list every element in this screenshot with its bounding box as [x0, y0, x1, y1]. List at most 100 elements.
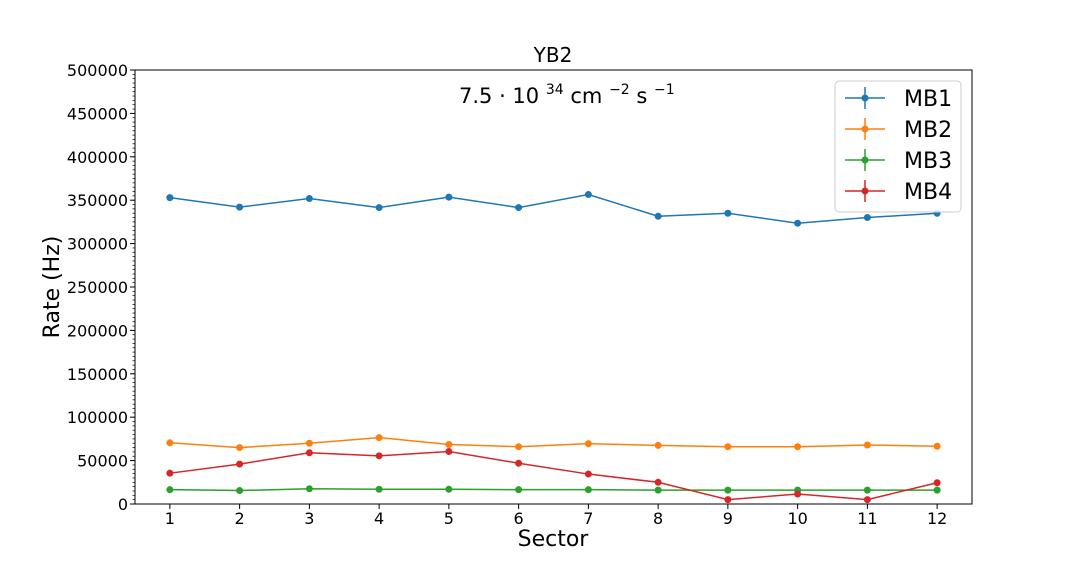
x-tick-label: 4: [374, 509, 384, 528]
x-tick-label: 9: [723, 509, 733, 528]
data-point-mb4: [236, 460, 244, 468]
data-point-mb3: [933, 486, 941, 494]
data-point-mb1: [445, 193, 453, 201]
data-point-mb2: [375, 434, 383, 442]
data-point-mb4: [445, 447, 453, 455]
y-tick-label: 50000: [77, 452, 128, 471]
data-point-mb2: [236, 444, 244, 452]
y-tick-label: 0: [118, 495, 128, 514]
legend-label-mb3: MB3: [904, 149, 952, 174]
series-mb4: [166, 447, 941, 504]
legend-item-mb1: MB1: [845, 87, 952, 112]
data-point-mb1: [863, 214, 871, 222]
x-tick-label: 11: [857, 509, 877, 528]
plot-area-frame: [134, 69, 973, 505]
x-tick-label: 5: [444, 509, 454, 528]
legend-item-mb2: MB2: [845, 118, 952, 143]
data-point-mb1: [724, 209, 732, 217]
series-layer: [166, 191, 941, 504]
annotation-unit-s: s: [636, 84, 647, 108]
legend-marker-mb2: [861, 125, 869, 133]
x-tick-label: 8: [653, 509, 663, 528]
data-point-mb2: [445, 441, 453, 449]
data-point-mb4: [863, 496, 871, 504]
legend-label-mb1: MB1: [904, 87, 952, 112]
y-tick-label: 300000: [67, 235, 128, 254]
data-point-mb1: [794, 219, 802, 227]
data-point-mb4: [654, 478, 662, 486]
annotation-exp3: −1: [654, 82, 675, 98]
legend: MB1 MB2 MB3 MB4: [834, 80, 962, 213]
series-mb1: [166, 191, 941, 227]
legend-marker-mb3: [861, 156, 869, 164]
data-point-mb1: [584, 191, 592, 199]
y-tick-label: 200000: [67, 321, 128, 340]
x-tick-label: 6: [514, 509, 524, 528]
data-point-mb3: [445, 485, 453, 493]
annotation-exp1: 34: [546, 82, 564, 98]
series-line-mb1: [169, 193, 938, 224]
legend-item-mb4: MB4: [845, 180, 952, 205]
y-axis-label: Rate (Hz): [40, 236, 65, 339]
data-point-mb2: [515, 443, 523, 451]
data-point-mb2: [584, 440, 592, 448]
y-tick-label: 450000: [67, 104, 128, 123]
legend-marker-mb1: [861, 94, 869, 102]
series-line-mb3: [169, 488, 938, 492]
series-mb3: [166, 485, 941, 495]
data-point-mb4: [794, 490, 802, 498]
data-point-mb3: [654, 486, 662, 494]
data-point-mb2: [654, 441, 662, 449]
annotation-base: 7.5 · 10: [459, 84, 539, 108]
annotation-unit-cm: cm: [570, 84, 602, 108]
data-point-mb3: [166, 486, 174, 494]
data-point-mb2: [863, 441, 871, 449]
data-point-mb1: [166, 194, 174, 202]
data-point-mb1: [654, 212, 662, 220]
x-axis-label: Sector: [518, 527, 590, 552]
data-point-mb4: [724, 496, 732, 504]
data-point-mb2: [933, 442, 941, 450]
series-mb2: [166, 434, 941, 452]
data-point-mb2: [166, 439, 174, 447]
x-tick-label: 7: [583, 509, 593, 528]
y-tick-label: 350000: [67, 191, 128, 210]
data-point-mb4: [515, 459, 523, 467]
data-point-mb4: [375, 452, 383, 460]
y-tick-label: 100000: [67, 408, 128, 427]
data-point-mb4: [305, 449, 313, 457]
data-point-mb2: [724, 443, 732, 451]
y-axis-ticks: 0 50000 100000 150000 200000 250000 300000 3500…: [67, 61, 135, 514]
series-line-mb4: [169, 450, 938, 501]
x-tick-label: 1: [165, 509, 175, 528]
legend-marker-mb4: [861, 187, 869, 195]
annotation-exp2: −2: [609, 82, 630, 98]
data-point-mb3: [375, 485, 383, 493]
y-tick-label: 400000: [67, 148, 128, 167]
y-tick-label: 500000: [67, 61, 128, 80]
data-point-mb1: [305, 194, 313, 202]
luminosity-annotation: 7.5 · 10 34 cm −2 s −1: [459, 75, 675, 108]
data-point-mb3: [584, 486, 592, 494]
data-point-mb4: [933, 479, 941, 487]
x-tick-label: 12: [927, 509, 947, 528]
data-point-mb1: [515, 204, 523, 212]
x-tick-label: 2: [235, 509, 245, 528]
chart-title: YB2: [533, 43, 573, 67]
data-point-mb4: [584, 470, 592, 478]
x-tick-label: 10: [787, 509, 807, 528]
data-point-mb3: [305, 485, 313, 493]
data-point-mb1: [236, 203, 244, 211]
legend-item-mb3: MB3: [845, 149, 952, 174]
data-point-mb2: [794, 443, 802, 451]
data-point-mb4: [166, 469, 174, 477]
legend-box: [834, 80, 962, 213]
data-point-mb1: [375, 204, 383, 212]
legend-label-mb2: MB2: [904, 118, 952, 143]
x-tick-label: 3: [304, 509, 314, 528]
data-point-mb3: [863, 486, 871, 494]
data-point-mb3: [236, 487, 244, 495]
legend-label-mb4: MB4: [904, 180, 952, 205]
series-line-mb2: [169, 436, 938, 449]
